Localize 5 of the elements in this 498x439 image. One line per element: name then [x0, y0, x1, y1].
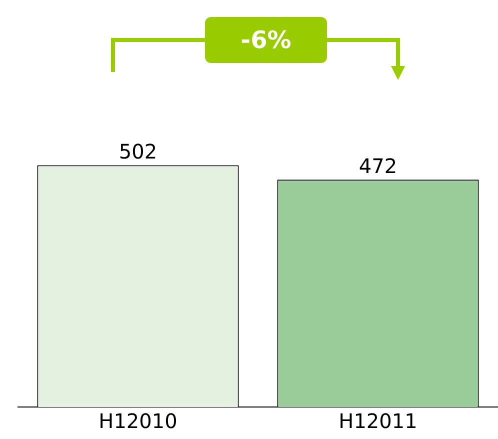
x-tick-label: H12011	[338, 409, 418, 434]
data-label: 472	[358, 154, 398, 178]
x-tick-label: H12010	[98, 409, 178, 434]
data-label: 502	[118, 139, 158, 164]
text: -6%	[205, 17, 327, 63]
